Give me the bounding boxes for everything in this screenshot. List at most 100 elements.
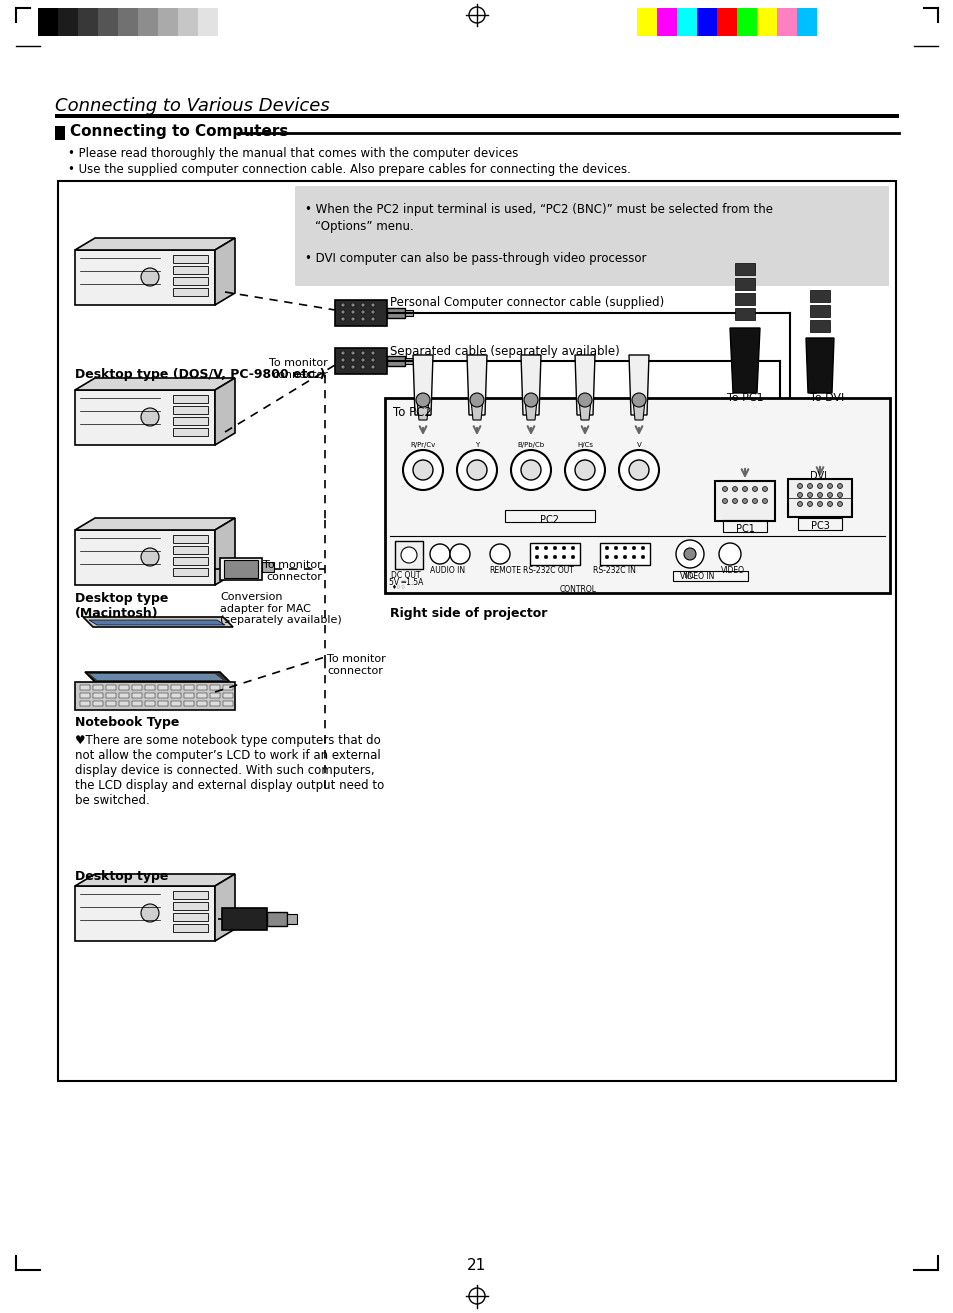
Circle shape bbox=[360, 365, 365, 369]
Text: B/Pb/Cb: B/Pb/Cb bbox=[517, 442, 544, 448]
Text: V: V bbox=[636, 442, 640, 448]
Circle shape bbox=[141, 903, 159, 922]
Circle shape bbox=[416, 393, 430, 407]
Bar bbox=[734, 278, 754, 290]
Circle shape bbox=[340, 358, 345, 362]
Bar bbox=[737, 8, 757, 35]
Bar bbox=[145, 685, 154, 691]
Polygon shape bbox=[413, 355, 433, 415]
Text: R/Pr/Cv: R/Pr/Cv bbox=[410, 442, 436, 448]
Text: Desktop type: Desktop type bbox=[75, 871, 168, 884]
Circle shape bbox=[490, 544, 510, 565]
Bar bbox=[809, 290, 829, 302]
Bar bbox=[677, 8, 697, 35]
Polygon shape bbox=[75, 390, 214, 445]
Text: • Use the supplied computer connection cable. Also prepare cables for connecting: • Use the supplied computer connection c… bbox=[68, 163, 630, 176]
Circle shape bbox=[837, 502, 841, 507]
Bar bbox=[172, 418, 208, 425]
Text: VIDEO IN: VIDEO IN bbox=[679, 572, 714, 580]
Circle shape bbox=[430, 544, 450, 565]
Polygon shape bbox=[805, 337, 833, 393]
Circle shape bbox=[351, 365, 355, 369]
Polygon shape bbox=[524, 400, 537, 420]
Bar bbox=[210, 701, 220, 706]
Circle shape bbox=[622, 546, 626, 550]
Text: H/Cs: H/Cs bbox=[577, 442, 593, 448]
Bar bbox=[172, 913, 208, 920]
Text: Conversion
adapter for MAC
(separately available): Conversion adapter for MAC (separately a… bbox=[220, 592, 341, 625]
Polygon shape bbox=[575, 355, 595, 415]
Bar bbox=[138, 8, 158, 35]
Bar bbox=[776, 8, 796, 35]
Bar bbox=[172, 569, 208, 576]
Circle shape bbox=[561, 555, 565, 559]
Polygon shape bbox=[214, 378, 234, 445]
Text: • When the PC2 input terminal is used, “PC2 (BNC)” must be selected from the: • When the PC2 input terminal is used, “… bbox=[305, 204, 772, 217]
Bar bbox=[809, 305, 829, 316]
Bar bbox=[145, 701, 154, 706]
Circle shape bbox=[604, 555, 608, 559]
Bar bbox=[158, 685, 168, 691]
Circle shape bbox=[721, 487, 727, 491]
Text: display device is connected. With such computers,: display device is connected. With such c… bbox=[75, 764, 375, 777]
Bar bbox=[335, 348, 387, 374]
Text: ♥There are some notebook type computers that do: ♥There are some notebook type computers … bbox=[75, 734, 380, 747]
Circle shape bbox=[614, 555, 618, 559]
Bar bbox=[218, 8, 237, 35]
Circle shape bbox=[826, 502, 832, 507]
Bar bbox=[220, 558, 262, 580]
Circle shape bbox=[535, 546, 538, 550]
Circle shape bbox=[141, 268, 159, 286]
Polygon shape bbox=[628, 355, 648, 415]
Bar bbox=[210, 693, 220, 699]
Polygon shape bbox=[214, 238, 234, 305]
Text: PC1: PC1 bbox=[735, 524, 754, 534]
Bar bbox=[119, 685, 129, 691]
Bar bbox=[171, 701, 181, 706]
Bar bbox=[172, 288, 208, 295]
Circle shape bbox=[817, 492, 821, 498]
Bar bbox=[80, 693, 90, 699]
Bar bbox=[223, 693, 233, 699]
Circle shape bbox=[806, 492, 812, 498]
Bar bbox=[697, 8, 717, 35]
Bar bbox=[80, 685, 90, 691]
Bar bbox=[172, 277, 208, 285]
Bar bbox=[262, 562, 274, 572]
Circle shape bbox=[578, 393, 592, 407]
Bar bbox=[172, 546, 208, 554]
Circle shape bbox=[752, 499, 757, 503]
Circle shape bbox=[640, 555, 644, 559]
Text: Right side of projector: Right side of projector bbox=[390, 607, 547, 620]
Text: VIDEO: VIDEO bbox=[720, 566, 744, 575]
Circle shape bbox=[575, 460, 595, 481]
Bar bbox=[172, 395, 208, 403]
Text: REMOTE: REMOTE bbox=[489, 566, 520, 575]
Circle shape bbox=[340, 303, 345, 307]
Text: Notebook Type: Notebook Type bbox=[75, 716, 179, 729]
Text: Connecting to Computers: Connecting to Computers bbox=[70, 123, 288, 139]
Bar bbox=[198, 8, 218, 35]
Circle shape bbox=[351, 310, 355, 314]
Circle shape bbox=[614, 546, 618, 550]
Polygon shape bbox=[75, 519, 234, 530]
Text: 21: 21 bbox=[467, 1258, 486, 1274]
Circle shape bbox=[340, 351, 345, 355]
Circle shape bbox=[837, 483, 841, 488]
Circle shape bbox=[351, 303, 355, 307]
Circle shape bbox=[511, 450, 551, 490]
Circle shape bbox=[618, 450, 659, 490]
Text: DC OUT: DC OUT bbox=[391, 571, 420, 580]
Bar bbox=[599, 544, 649, 565]
Circle shape bbox=[402, 450, 442, 490]
Bar bbox=[714, 481, 774, 521]
Circle shape bbox=[360, 310, 365, 314]
Polygon shape bbox=[75, 249, 214, 305]
Circle shape bbox=[752, 487, 757, 491]
Bar bbox=[172, 406, 208, 414]
Circle shape bbox=[553, 546, 557, 550]
Polygon shape bbox=[578, 400, 590, 420]
Bar bbox=[717, 8, 737, 35]
Polygon shape bbox=[90, 674, 223, 680]
Circle shape bbox=[640, 546, 644, 550]
